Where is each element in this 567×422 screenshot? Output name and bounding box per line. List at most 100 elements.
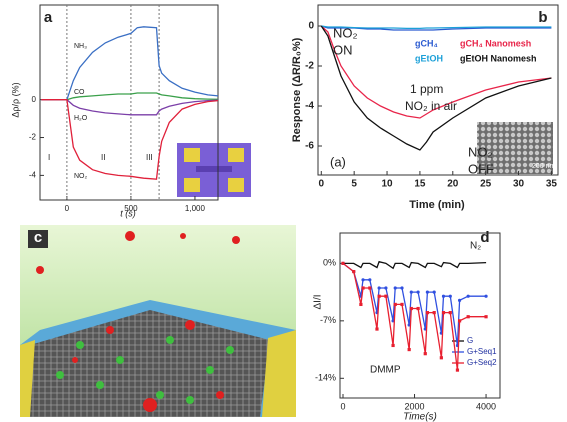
annotation: NO₂	[333, 25, 358, 40]
point	[391, 343, 395, 348]
point	[432, 290, 436, 294]
point	[441, 311, 446, 315]
point	[448, 294, 452, 298]
point	[448, 311, 452, 315]
y-tick-label: -7%	[320, 315, 336, 325]
legend-entry: gCH₄ Nanomesh	[460, 38, 531, 48]
point	[441, 294, 446, 298]
x-axis-label: t (s)	[120, 208, 136, 218]
legend-entry: G	[467, 336, 473, 345]
x-tick-label: 20	[447, 179, 459, 190]
y-tick-label: -6	[305, 141, 314, 152]
annotation: ON	[333, 42, 353, 57]
point	[384, 286, 388, 290]
y-tick-label: -2	[305, 61, 314, 72]
legend-entry: gCH₄	[415, 38, 438, 48]
panel-label: b	[538, 9, 547, 26]
annotation: DMMP	[370, 365, 401, 376]
y-tick-label: -4	[305, 101, 314, 112]
point	[416, 306, 420, 311]
panel-label: a	[44, 9, 53, 26]
point	[457, 319, 462, 323]
annotation: (a)	[330, 154, 346, 169]
point	[368, 278, 372, 282]
point	[361, 286, 365, 290]
panel-a-inset	[177, 143, 251, 197]
point	[409, 290, 413, 294]
point	[359, 302, 363, 307]
series-line	[41, 99, 219, 116]
y-tick-label: 0	[32, 95, 37, 104]
x-tick-label: 25	[480, 179, 492, 190]
y-axis-label: Δρ/ρ (%)	[10, 82, 20, 117]
point	[375, 327, 379, 331]
point	[341, 261, 345, 265]
y-tick-label: 0%	[323, 258, 336, 268]
point	[400, 302, 404, 307]
annotation: 200 nm	[532, 163, 556, 170]
point	[423, 352, 427, 356]
point	[439, 356, 443, 360]
series-line	[321, 25, 552, 31]
x-axis-label: Time (min)	[409, 199, 465, 211]
x-tick-label: 10	[381, 179, 393, 190]
y-tick-label: 0	[308, 21, 314, 32]
point	[455, 368, 460, 372]
y-tick-label: -4	[29, 170, 37, 179]
annotation: 1 ppm	[410, 82, 443, 96]
series-label: H₂O	[74, 115, 88, 122]
point	[361, 278, 365, 282]
legend-entry: G+Seq2	[467, 358, 497, 367]
legend-entry: gEtOH Nanomesh	[460, 53, 537, 63]
x-tick-label: 15	[414, 179, 426, 190]
point	[352, 269, 356, 274]
plot-frame	[339, 232, 501, 399]
point	[484, 294, 488, 298]
annotation: NO₂ in air	[405, 99, 457, 113]
y-axis-label: Response (ΔR/R₀%)	[291, 37, 303, 142]
annotation: II	[101, 153, 105, 162]
series-line	[342, 262, 487, 346]
series-line	[41, 99, 219, 180]
series-label: NO₂	[74, 173, 88, 180]
y-axis-label: ΔI/I	[313, 294, 324, 309]
x-tick-label: 35	[546, 179, 558, 190]
x-tick-label: 30	[513, 179, 525, 190]
x-tick-label: 500	[124, 204, 138, 213]
annotation: III	[146, 153, 153, 162]
point	[416, 290, 420, 294]
annotation: N₂	[470, 241, 481, 252]
point	[393, 302, 397, 307]
point	[432, 311, 436, 315]
series-line	[41, 26, 219, 101]
point	[457, 298, 462, 302]
plot-frame	[39, 4, 219, 201]
legend-entry: gEtOH	[415, 53, 443, 63]
point	[384, 294, 388, 298]
annotation: I	[48, 153, 50, 162]
x-tick-label: 0	[340, 401, 345, 411]
point	[466, 315, 470, 319]
sem-inset	[477, 122, 553, 174]
x-tick-label: 1,000	[185, 204, 206, 213]
y-tick-label: -2	[29, 133, 37, 142]
panel-label: d	[480, 229, 489, 246]
series-line	[41, 92, 219, 101]
point	[425, 290, 430, 294]
annotation: NO₂	[468, 144, 493, 159]
x-tick-label: 0	[65, 204, 70, 213]
point	[400, 286, 404, 290]
x-tick-label: 4000	[476, 401, 496, 411]
x-tick-label: 5	[351, 179, 357, 190]
series-line	[321, 25, 552, 30]
x-tick-label: 2000	[405, 401, 425, 411]
series-label: CO	[74, 89, 85, 96]
series-line	[320, 25, 552, 151]
annotation: OFF	[468, 161, 494, 176]
point	[368, 286, 372, 290]
panel-label: c	[34, 229, 42, 246]
x-tick-label: 0	[319, 179, 325, 190]
plot-frame	[317, 4, 559, 176]
y-tick-label: -14%	[315, 373, 336, 383]
legend-entry: G+Seq1	[467, 347, 497, 356]
